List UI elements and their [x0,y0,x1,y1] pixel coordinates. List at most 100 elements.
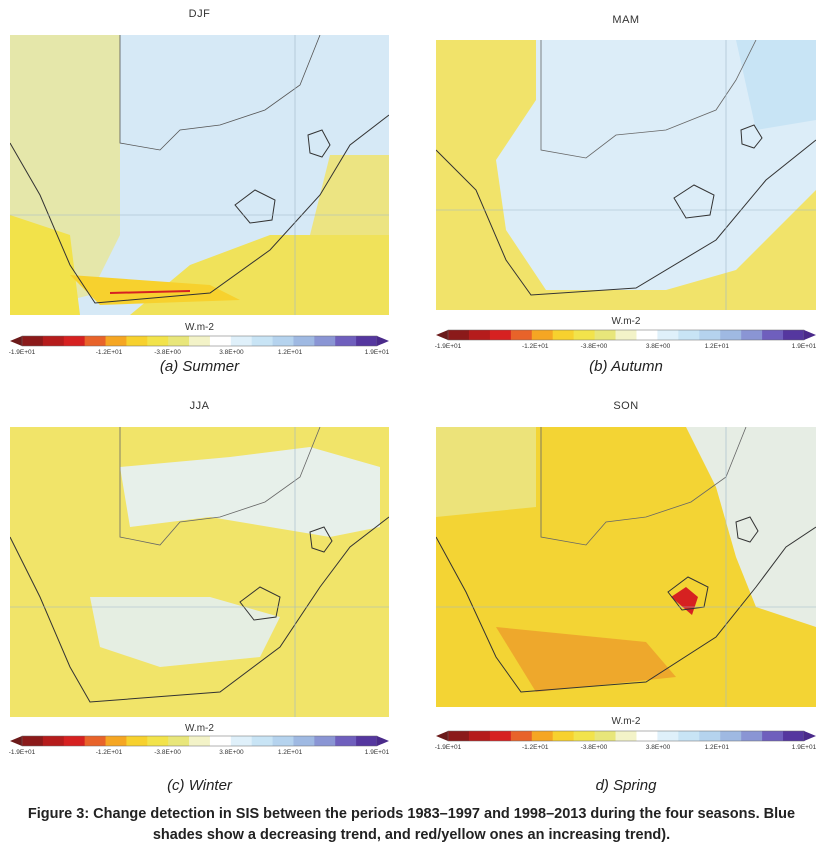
colorbar-segment [22,736,44,746]
colorbar-segment [762,731,784,741]
colorbar-arrow-low [436,731,448,741]
colorbar-arrow-low [10,336,22,346]
colorbar-segment [615,330,637,340]
colorbar-segment [762,330,784,340]
colorbar-segment [84,336,107,346]
colorbar-segment [356,736,378,746]
colorbar-segment [657,330,679,340]
colorbar-segment [636,731,658,741]
colorbar-tick-label: -1.9E+01 [434,744,462,751]
colorbar-segment [314,336,336,346]
colorbar-ticks: -1.9E+01 -1.2E+01 -3.8E+00 3.8E+00 1.2E+01 1.… [8,349,390,359]
season-title: SON [613,400,639,412]
colorbar-arrow-low [436,330,448,340]
panel-caption: (c) Winter [167,777,232,794]
map-mam [436,40,816,310]
panel-caption: (b) Autumn [589,358,663,375]
colorbar-tick-label: -1.2E+01 [521,343,549,350]
colorbar-segment [314,736,336,746]
colorbar-segment [251,336,274,346]
colorbar-segment [63,736,86,746]
colorbar [10,335,389,347]
colorbar-segment [636,330,658,340]
colorbar-segment [84,736,107,746]
colorbar-segment [105,336,127,346]
map-djf [10,35,389,315]
colorbar-tick-label: 3.8E+00 [219,749,244,756]
colorbar-segment [489,731,512,741]
figure-caption: Figure 3: Change detection in SIS betwee… [27,806,796,843]
colorbar-segment [168,736,190,746]
colorbar [436,730,816,742]
colorbar-tick-label: -3.8E+00 [154,349,181,356]
units-label: W.m-2 [611,316,641,327]
colorbar-segment [720,731,742,741]
season-title: MAM [612,14,640,26]
colorbar-tick-label: 3.8E+00 [645,343,671,350]
colorbar-tick-label: -1.2E+01 [95,749,123,756]
colorbar-tick-label: 1.9E+01 [791,744,817,751]
colorbar-segment [699,330,721,340]
colorbar-segment [468,330,491,340]
colorbar-tick-label: -1.9E+01 [8,349,36,356]
colorbar-segment [448,330,470,340]
colorbar-segment [510,731,533,741]
panel-jja: JJA W.m-2 -1.9E+01 -1.2E+01 -3.8E+00 3.8E+0… [8,392,390,797]
colorbar-tick-label: 1.9E+01 [364,749,390,756]
colorbar-segment [489,330,512,340]
colorbar-tick-label: -3.8E+00 [580,343,608,350]
colorbar-segment [168,336,190,346]
colorbar-segment [22,336,44,346]
colorbar-segment [189,736,211,746]
colorbar-segment [552,731,575,741]
colorbar [436,329,816,341]
colorbar-segment [209,736,232,746]
colorbar-segment [147,336,169,346]
colorbar [10,735,389,747]
colorbar-arrow-low [10,736,22,746]
colorbar-segment [594,731,617,741]
colorbar-segment [42,736,65,746]
colorbar-segment [594,330,617,340]
panel-djf: DJF W.m-2 -1.9E+01 -1.2E+01 -3.8E+00 3.8E+0… [8,0,390,380]
panel-caption: d) Spring [595,777,657,794]
colorbar-segment [335,336,357,346]
colorbar-tick-label: -1.9E+01 [434,343,462,350]
colorbar-segment [552,330,575,340]
colorbar-segment [720,330,742,340]
colorbar-segment [510,330,533,340]
colorbar-arrow-high [804,330,816,340]
colorbar-segment [105,736,127,746]
units-label: W.m-2 [611,716,641,727]
colorbar-segment [147,736,169,746]
colorbar-segment [293,736,315,746]
colorbar-segment [783,330,805,340]
colorbar-segment [741,731,763,741]
colorbar-tick-label: 3.8E+00 [645,744,671,751]
colorbar-segment [468,731,491,741]
colorbar-ticks: -1.9E+01 -1.2E+01 -3.8E+00 3.8E+00 1.2E+01 1.… [434,343,816,353]
colorbar-segment [272,336,294,346]
colorbar-segment [741,330,763,340]
panel-son: SON W.m-2 -1.9E+01 -1.2E+01 -3.8E+00 3.8E+0… [434,392,817,797]
colorbar-segment [448,731,470,741]
colorbar-tick-label: 1.2E+01 [277,349,303,356]
colorbar-segment [678,731,700,741]
panel-caption: (a) Summer [159,358,240,375]
map-jja [10,427,389,717]
colorbar-tick-label: 1.2E+01 [704,343,729,350]
colorbar-segment [272,736,294,746]
colorbar-arrow-high [377,336,389,346]
colorbar-tick-label: 1.9E+01 [364,349,390,356]
colorbar-segment [783,731,805,741]
colorbar-segment [293,336,315,346]
colorbar-tick-label: -1.9E+01 [8,749,36,756]
colorbar-segment [615,731,637,741]
colorbar-segment [678,330,700,340]
colorbar-tick-label: 1.2E+01 [277,749,303,756]
colorbar-segment [126,736,148,746]
panel-mam: MAM W.m-2 -1.9E+01 -1.2E+01 -3.8E+00 3.8E+0… [434,0,816,380]
colorbar-segment [230,336,253,346]
units-label: W.m-2 [185,723,214,734]
colorbar-tick-label: -3.8E+00 [154,749,181,756]
